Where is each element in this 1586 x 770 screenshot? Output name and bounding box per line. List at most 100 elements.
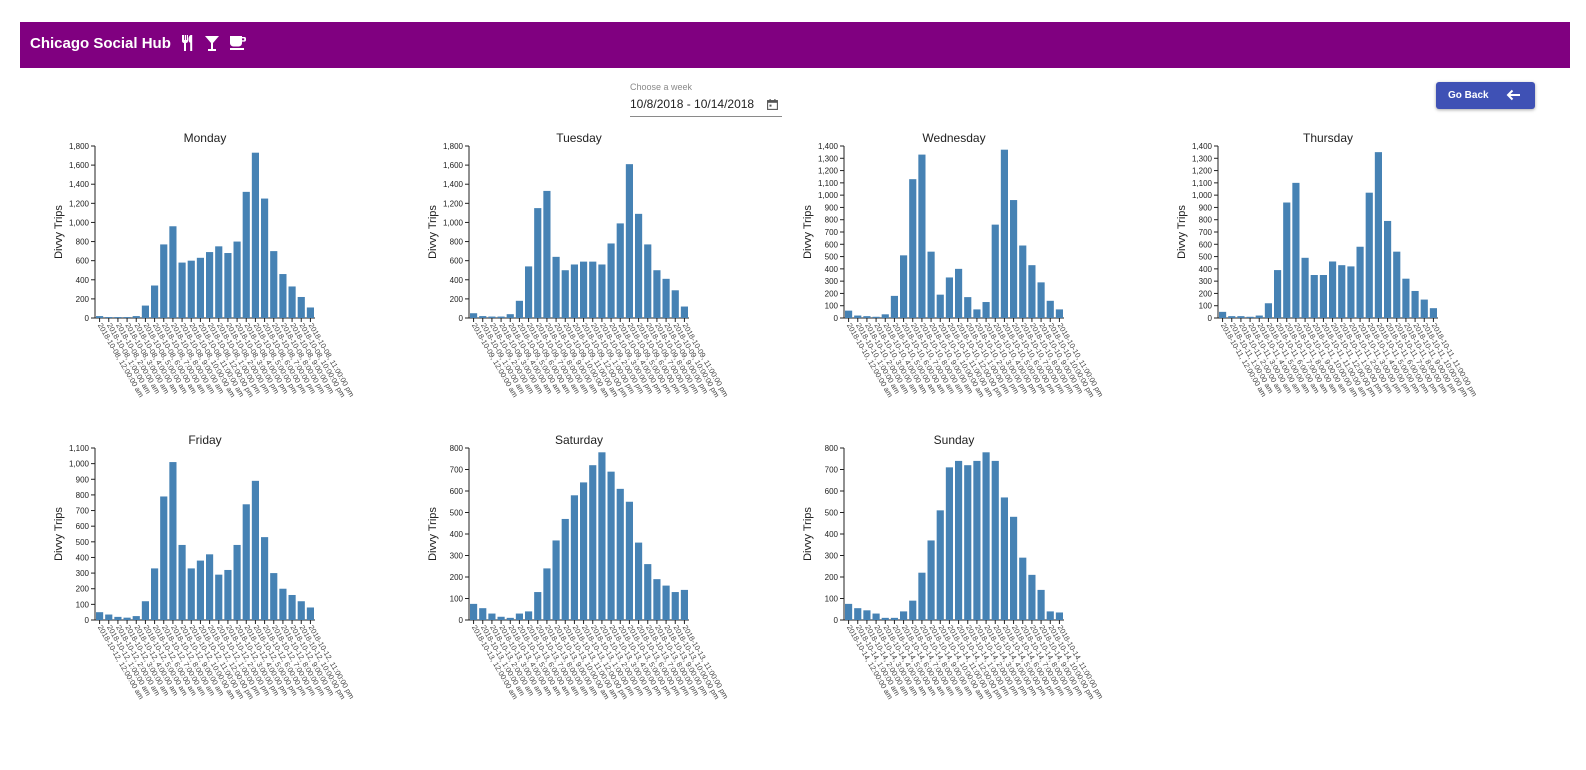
bar (151, 285, 159, 318)
bar (662, 585, 670, 620)
bar (187, 568, 195, 620)
y-tick-label: 1,100 (1192, 179, 1213, 188)
y-tick-label: 1,300 (1192, 154, 1213, 163)
chart-title: Sunday (934, 433, 975, 447)
bar (607, 471, 615, 620)
bar (854, 608, 862, 620)
bar (570, 495, 578, 620)
bar (169, 226, 177, 318)
bar (515, 613, 523, 620)
y-tick-label: 900 (825, 203, 839, 212)
go-back-button[interactable]: Go Back (1436, 82, 1535, 109)
bar (945, 277, 953, 318)
bar (552, 256, 560, 318)
bar (288, 286, 296, 318)
calendar-icon[interactable] (767, 99, 778, 110)
y-tick-label: 0 (85, 616, 90, 625)
week-picker-value: 10/8/2018 - 10/14/2018 (630, 97, 755, 111)
bar (1000, 497, 1008, 620)
bar (872, 613, 880, 620)
y-tick-label: 0 (459, 314, 464, 323)
bar (224, 569, 232, 620)
y-tick-label: 800 (450, 444, 464, 453)
y-axis-label: Divvy Trips (802, 205, 814, 259)
week-picker-input[interactable]: 10/8/2018 - 10/14/2018 (630, 96, 782, 117)
bar (215, 246, 223, 318)
bar (561, 270, 569, 318)
y-tick-label: 800 (450, 238, 464, 247)
bar (187, 260, 195, 318)
y-tick-label: 400 (76, 553, 90, 562)
bar (644, 564, 652, 620)
bar (909, 179, 917, 318)
y-tick-label: 0 (459, 616, 464, 625)
bar (1219, 311, 1227, 318)
bar (141, 601, 149, 620)
bar (1402, 278, 1410, 318)
bar (927, 540, 935, 620)
cafe-icon[interactable] (229, 34, 247, 52)
app-title[interactable]: Chicago Social Hub (30, 35, 171, 52)
bar (96, 612, 104, 620)
bar (607, 243, 615, 318)
bar (178, 544, 186, 620)
bar (114, 616, 122, 620)
bar (973, 309, 981, 318)
bar (1255, 315, 1263, 318)
bar (178, 262, 186, 318)
bar (251, 152, 259, 318)
bar (297, 296, 305, 318)
y-axis-label: Divvy Trips (427, 205, 439, 259)
bar (479, 608, 487, 620)
app-bar: Chicago Social Hub (20, 22, 1570, 68)
bar (945, 467, 953, 620)
bar (1055, 309, 1063, 318)
bar (1019, 245, 1027, 318)
restaurant-icon[interactable] (180, 34, 196, 52)
y-tick-label: 400 (825, 265, 839, 274)
y-tick-label: 400 (76, 276, 90, 285)
bar (206, 554, 214, 620)
y-tick-label: 800 (825, 444, 839, 453)
bar (160, 496, 168, 620)
bar (233, 544, 241, 620)
bar (1246, 316, 1254, 318)
tuesday-chart: Tuesday Divvy Trips 0 200 400 600 800 1,000 1,20… (427, 131, 730, 399)
y-tick-label: 1,200 (443, 199, 464, 208)
bar (96, 316, 104, 318)
y-tick-label: 300 (825, 277, 839, 286)
bar (1037, 589, 1045, 620)
y-tick-label: 600 (450, 487, 464, 496)
bar (918, 154, 926, 318)
bar (561, 518, 569, 620)
y-tick-label: 500 (825, 509, 839, 518)
bar (105, 317, 113, 318)
bar (261, 537, 269, 620)
bar (525, 611, 533, 620)
y-tick-label: 1,800 (69, 142, 90, 151)
y-tick-label: 600 (450, 257, 464, 266)
y-tick-label: 500 (825, 253, 839, 262)
sunday-chart: Sunday Divvy Trips 0 100 200 300 400 500 600 700 8… (802, 433, 1105, 701)
bar (123, 317, 131, 318)
bar (1055, 612, 1063, 620)
y-tick-label: 1,000 (1192, 191, 1213, 200)
bar (991, 460, 999, 620)
bar (488, 613, 496, 620)
bar (206, 252, 214, 318)
bar (964, 297, 972, 318)
y-tick-label: 100 (825, 302, 839, 311)
bar (1374, 152, 1382, 318)
y-tick-label: 100 (76, 600, 90, 609)
bar (598, 452, 606, 620)
bar (1384, 220, 1392, 318)
bar (1019, 557, 1027, 620)
y-tick-label: 300 (450, 552, 464, 561)
bar (644, 244, 652, 318)
bar-icon[interactable] (204, 34, 220, 52)
bar (973, 460, 981, 620)
y-tick-label: 200 (825, 573, 839, 582)
bar (1365, 192, 1373, 318)
bar (964, 465, 972, 620)
bar (589, 465, 597, 620)
